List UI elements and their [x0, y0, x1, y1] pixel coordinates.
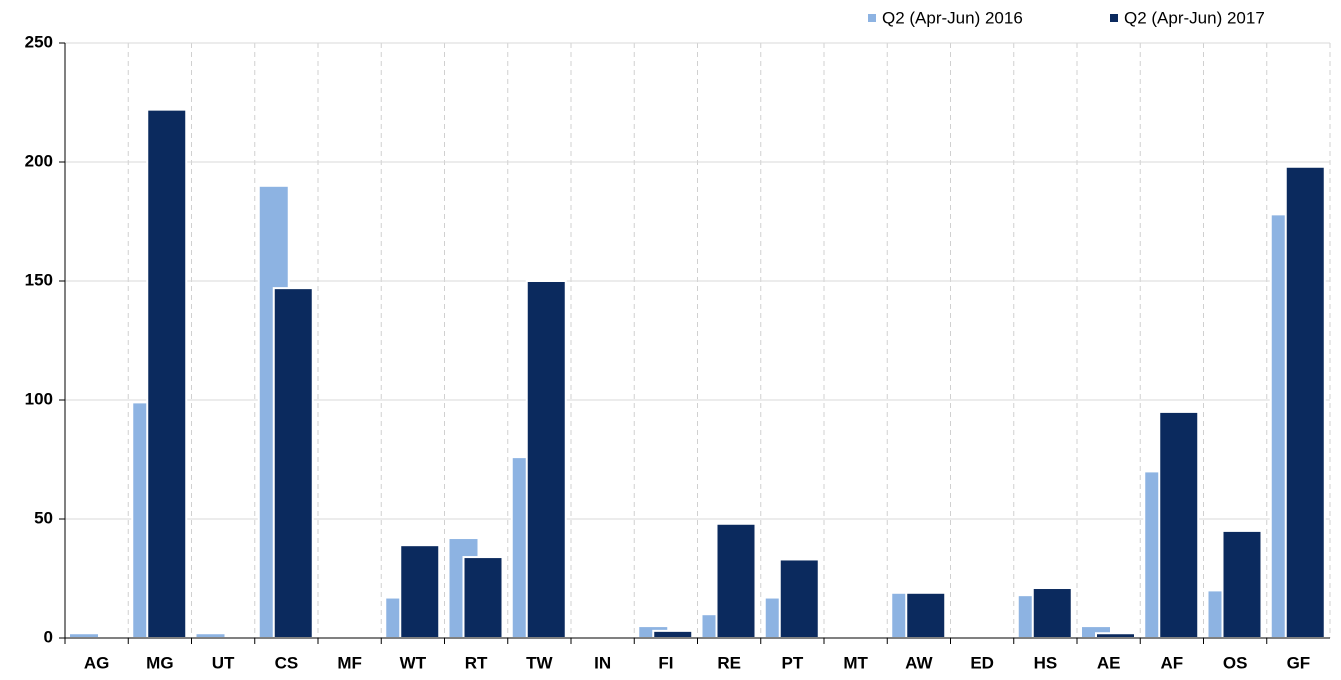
x-tick-label: AW: [905, 653, 933, 672]
legend-label: Q2 (Apr-Jun) 2017: [1124, 8, 1265, 27]
x-tick-label: UT: [212, 653, 235, 672]
legend-swatch: [868, 14, 876, 22]
y-tick-label: 200: [25, 151, 53, 170]
x-tick-label: MT: [843, 653, 868, 672]
bar: [272, 287, 314, 639]
bar: [462, 556, 504, 640]
y-tick-label: 0: [44, 627, 53, 646]
bar: [146, 108, 188, 639]
legend-label: Q2 (Apr-Jun) 2016: [882, 8, 1023, 27]
y-tick-label: 250: [25, 32, 53, 51]
y-tick-label: 150: [25, 270, 53, 289]
x-tick-label: MG: [146, 653, 173, 672]
bar: [525, 280, 567, 639]
x-tick-label: TW: [526, 653, 553, 672]
bar: [68, 632, 100, 639]
x-tick-label: AG: [84, 653, 110, 672]
bar: [905, 591, 947, 640]
legend-swatch: [1110, 14, 1118, 22]
x-tick-label: ED: [970, 653, 994, 672]
x-tick-label: RE: [717, 653, 741, 672]
x-tick-label: IN: [594, 653, 611, 672]
bar: [1158, 410, 1200, 639]
x-tick-label: AF: [1161, 653, 1184, 672]
bar: [1284, 165, 1326, 639]
x-tick-label: CS: [275, 653, 299, 672]
x-tick-label: AE: [1097, 653, 1121, 672]
bar: [1221, 529, 1263, 640]
x-tick-label: RT: [465, 653, 488, 672]
x-tick-label: FI: [658, 653, 673, 672]
x-tick-label: HS: [1034, 653, 1058, 672]
bar: [652, 629, 694, 639]
bar: [715, 522, 757, 640]
bar: [778, 558, 820, 640]
y-tick-label: 100: [25, 389, 53, 408]
bar: [1095, 632, 1136, 639]
x-tick-label: GF: [1287, 653, 1311, 672]
x-tick-label: OS: [1223, 653, 1248, 672]
y-tick-label: 50: [34, 508, 53, 527]
bar: [1031, 587, 1073, 640]
bar: [194, 632, 227, 639]
x-tick-label: WT: [400, 653, 427, 672]
x-tick-label: PT: [782, 653, 804, 672]
x-tick-label: MF: [337, 653, 362, 672]
bar: [399, 544, 441, 639]
